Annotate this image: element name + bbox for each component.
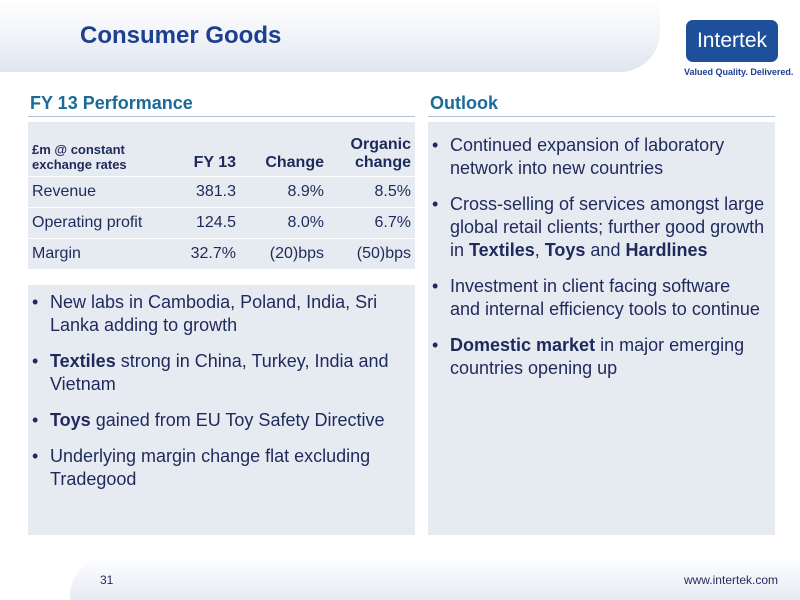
table-body: Revenue 381.3 8.9% 8.5% Operating profit 124.…	[28, 176, 415, 270]
bullet-text: Domestic market	[450, 335, 596, 355]
table-cell: (20)bps	[240, 238, 328, 270]
bullet-text: New labs in Cambodia, Poland, India, Sri…	[50, 292, 378, 335]
divider	[28, 116, 415, 117]
performance-table: £m @ constant exchange rates FY 13 Change O…	[28, 122, 415, 270]
bullet-text: Toys	[50, 410, 91, 430]
bullet-text: Textiles	[50, 351, 116, 371]
table-row: Revenue 381.3 8.9% 8.5%	[28, 176, 415, 208]
table-cell: 8.0%	[240, 207, 328, 239]
bullet: Underlying margin change flat excluding …	[30, 445, 407, 491]
bullet-text: Hardlines	[625, 240, 708, 260]
bullet-text: in major emerging countries opening up	[450, 335, 745, 378]
table-row: Margin 32.7% (20)bps (50)bps	[28, 238, 415, 270]
table-cell: Revenue	[28, 176, 160, 208]
bullet-text: Underlying margin change flat excluding …	[50, 446, 371, 489]
bullet-text: and	[585, 240, 626, 260]
table-cell: Operating profit	[28, 207, 160, 239]
bullet: Domestic market in major emerging countr…	[430, 334, 765, 380]
header-cell: FY 13	[160, 122, 240, 177]
table-cell: 8.5%	[328, 176, 415, 208]
footer-band	[70, 556, 800, 600]
tagline: Valued Quality. Delivered.	[684, 67, 794, 77]
table-cell: 124.5	[160, 207, 240, 239]
bullet-text: Toys	[544, 240, 586, 260]
table-cell: (50)bps	[328, 238, 415, 270]
bullet: New labs in Cambodia, Poland, India, Sri…	[30, 291, 407, 337]
bullet: Investment in client facing software and…	[430, 275, 765, 321]
slide-title: Consumer Goods	[80, 22, 282, 49]
bullet-text: gained from EU Toy Safety Directive	[90, 410, 385, 430]
header-cell: Organic change	[328, 122, 415, 177]
bullet-list: New labs in Cambodia, Poland, India, Sri…	[28, 285, 415, 491]
header-cell: £m @ constant exchange rates	[28, 122, 160, 177]
bullet-text: ,	[534, 240, 545, 260]
bullet-list: Continued expansion of laboratory networ…	[428, 122, 775, 380]
bullet-text: Investment in client facing software and…	[450, 276, 760, 319]
bullet-text: Continued expansion of laboratory networ…	[450, 135, 725, 178]
table-row: Operating profit 124.5 8.0% 6.7%	[28, 207, 415, 239]
bullet-text: Textiles	[469, 240, 535, 260]
section-heading: Outlook	[430, 93, 498, 113]
bullet-box: New labs in Cambodia, Poland, India, Sri…	[28, 285, 415, 535]
page-number: 31	[100, 573, 114, 587]
bullet: Textiles strong in China, Turkey, India …	[30, 350, 407, 396]
footer-url: www.intertek.com	[683, 573, 778, 587]
divider	[428, 116, 775, 117]
bullet-text: strong in China, Turkey, India and Vietn…	[50, 351, 389, 394]
section-heading: FY 13 Performance	[30, 93, 193, 113]
outlook-box: Continued expansion of laboratory networ…	[428, 122, 775, 535]
table-header: £m @ constant exchange rates FY 13 Change O…	[28, 122, 415, 177]
header-cell: Change	[240, 122, 328, 177]
bullet: Continued expansion of laboratory networ…	[430, 134, 765, 180]
bullet: Toys gained from EU Toy Safety Directive	[30, 409, 407, 432]
logo: Intertek	[686, 20, 778, 62]
table-box: £m @ constant exchange rates FY 13 Change O…	[28, 122, 415, 270]
table-cell: 8.9%	[240, 176, 328, 208]
table-cell: 6.7%	[328, 207, 415, 239]
bullet: Cross-selling of services amongst large …	[430, 193, 765, 262]
table-cell: Margin	[28, 238, 160, 270]
table-cell: 381.3	[160, 176, 240, 208]
table-cell: 32.7%	[160, 238, 240, 270]
header-band	[0, 0, 660, 72]
bullet-text: Cross-selling of services amongst large …	[450, 194, 765, 260]
